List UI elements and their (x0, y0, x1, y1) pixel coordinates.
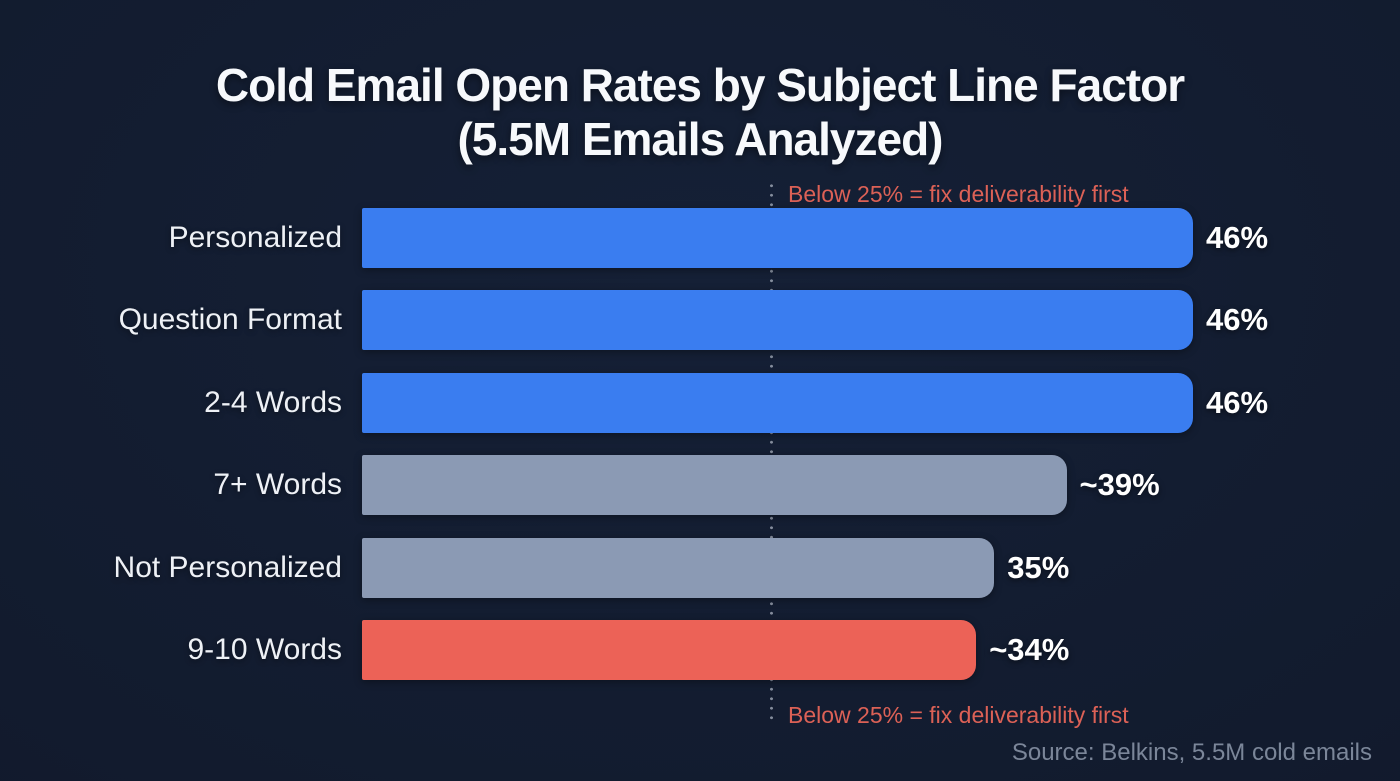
bar-rows: Personalized 46% Question Format 46% 2-4 Wor… (0, 208, 1400, 680)
bar-row-7-words: 7+ Words ~39% (0, 455, 1400, 516)
bar-question-format (362, 290, 1193, 351)
category-label-not-personalized: Not Personalized (113, 550, 342, 584)
bar-2-4-words (362, 372, 1193, 433)
category-label-7-words: 7+ Words (213, 468, 342, 502)
value-label-question-format: 46% (1206, 302, 1269, 338)
value-label-7-words: ~39% (1079, 467, 1160, 503)
value-label-personalized: 46% (1206, 220, 1269, 255)
chart-title: Cold Email Open Rates by Subject Line Fa… (0, 58, 1400, 166)
threshold-dotted-line (770, 181, 773, 725)
bar-personalized (362, 208, 1193, 268)
bar-row-9-10-words: 9-10 Words ~34% (0, 620, 1400, 680)
threshold-annotation-top: Below 25% = fix deliverability first (788, 181, 1129, 207)
category-label-personalized: Personalized (168, 221, 342, 254)
bar-row-not-personalized: Not Personalized 35% (0, 537, 1400, 598)
value-label-not-personalized: 35% (1007, 549, 1070, 585)
bar-row-personalized: Personalized 46% (0, 208, 1400, 268)
threshold-annotation-bottom: Below 25% = fix deliverability first (788, 702, 1129, 728)
bar-not-personalized (362, 537, 995, 598)
chart-title-line1: Cold Email Open Rates by Subject Line Fa… (215, 59, 1185, 111)
category-label-9-10-words: 9-10 Words (187, 633, 342, 666)
category-label-question-format: Question Format (118, 303, 342, 337)
bar-row-question-format: Question Format 46% (0, 290, 1400, 351)
chart-title-line2: (5.5M Emails Analyzed) (457, 113, 943, 165)
bar-9-10-words (362, 620, 977, 680)
bar-7-words (362, 455, 1067, 516)
value-label-2-4-words: 46% (1206, 384, 1269, 420)
value-label-9-10-words: ~34% (989, 632, 1070, 667)
category-label-2-4-words: 2-4 Words (204, 385, 342, 419)
bar-row-2-4-words: 2-4 Words 46% (0, 372, 1400, 433)
source-credit: Source: Belkins, 5.5M cold emails (1011, 739, 1372, 766)
